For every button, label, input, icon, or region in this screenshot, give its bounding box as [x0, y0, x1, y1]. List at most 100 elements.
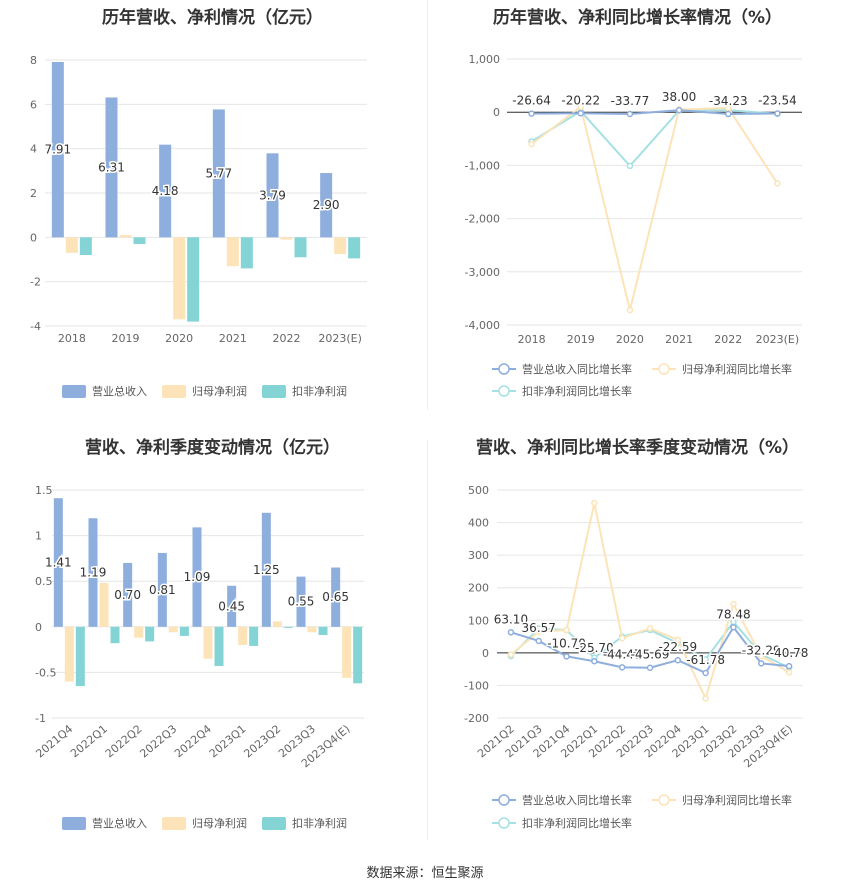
bar-deducted-profit	[348, 237, 361, 259]
x-tick-label: 2020	[616, 333, 644, 346]
bar-deducted-profit	[294, 237, 307, 258]
bar-revenue	[105, 97, 118, 238]
y-tick-label: -4,000	[465, 319, 500, 332]
legend-marker	[658, 363, 670, 375]
x-tick-label: 2022Q2	[103, 722, 145, 760]
series-line	[531, 109, 778, 168]
data-label: 1.09	[184, 570, 211, 584]
bar-revenue	[227, 585, 237, 627]
quarter-bar-chart: -1-0.500.511.52021Q42022Q12022Q22022Q320…	[33, 484, 364, 830]
x-tick-label: 2022Q4	[172, 722, 214, 760]
bar-deducted-profit	[283, 626, 293, 628]
bar-deducted-profit	[249, 626, 259, 646]
data-point	[535, 637, 542, 645]
y-tick-label: 0	[482, 647, 489, 660]
annual-line-chart: -4,000 -3,000 -2,000 -1,000 0 1,000 2018 2019 20…	[465, 53, 802, 398]
legend-swatch	[62, 385, 86, 398]
y-tick-label: 100	[468, 614, 489, 627]
x-tick-label: 2022Q3	[137, 722, 179, 760]
bar-revenue	[88, 518, 98, 627]
data-label: -32.29	[742, 643, 781, 657]
legend-swatch	[262, 385, 286, 398]
y-tick-label: -4	[30, 320, 41, 333]
chart-title: 历年营收、净利同比增长率情况（%）	[492, 8, 783, 28]
bar-revenue	[320, 173, 333, 238]
data-label: -45.69	[631, 648, 670, 662]
data-point	[730, 624, 737, 631]
legend-item: 营业总收入同比增长率	[492, 362, 632, 376]
y-tick-label: 400	[468, 517, 489, 530]
bar-revenue	[123, 562, 133, 627]
chart-title: 历年营收、净利情况（亿元）	[102, 8, 323, 28]
bar-net-profit	[203, 626, 213, 659]
data-point	[626, 110, 634, 118]
y-tick-label: 2	[30, 187, 37, 200]
bar-revenue	[261, 512, 271, 627]
y-tick-label: -2	[30, 276, 41, 289]
data-point	[591, 499, 598, 507]
bar-revenue	[266, 153, 279, 238]
legend-item: 归母净利润同比增长率	[652, 362, 792, 376]
bar-net-profit	[272, 621, 282, 627]
legend-marker	[658, 794, 670, 806]
bar-deducted-profit	[145, 626, 155, 642]
legend-label: 营业总收入	[92, 816, 147, 830]
legend-label: 归母净利润同比增长率	[682, 362, 792, 376]
legend-label: 营业总收入	[92, 384, 147, 398]
data-label: 1.25	[253, 563, 280, 577]
data-label: 0.45	[218, 599, 245, 613]
y-tick-label: 0	[35, 621, 42, 634]
data-point	[646, 664, 654, 671]
y-tick-label: -100	[464, 679, 489, 692]
legend-label: 营业总收入同比增长率	[522, 362, 632, 376]
quarterly-growth-panel: 营收、净利同比增长率季度变动情况（%） -200 -100 0 100 200 300 40…	[425, 430, 850, 860]
bar-net-profit	[334, 237, 347, 254]
data-point	[577, 103, 584, 111]
y-tick-label: -1	[35, 712, 46, 725]
divider	[427, 0, 428, 410]
data-point	[535, 628, 542, 635]
series-line	[531, 109, 778, 116]
y-tick-label: -2,000	[465, 213, 500, 226]
bar-revenue	[53, 498, 63, 627]
legend-item: 归母净利润同比增长率	[652, 793, 792, 807]
y-tick-label: -0.5	[35, 666, 56, 679]
data-point	[774, 180, 781, 187]
x-tick-label: 2022	[714, 333, 742, 346]
data-point	[646, 625, 654, 632]
chart-title: 营收、净利同比增长率季度变动情况（%）	[475, 438, 800, 458]
data-label: 0.55	[288, 595, 315, 609]
data-point	[785, 662, 793, 670]
bar-net-profit	[280, 237, 293, 240]
x-tick-label: 2020	[165, 332, 193, 345]
bar-net-profit	[134, 626, 144, 638]
chart-title: 营收、净利季度变动情况（亿元）	[85, 438, 340, 458]
data-point	[528, 110, 535, 117]
x-tick-label: 2018	[58, 332, 86, 345]
data-point	[618, 664, 626, 671]
data-point	[730, 600, 737, 608]
legend-item: 营业总收入	[62, 384, 147, 398]
data-point	[758, 660, 765, 667]
data-label: 63.10	[494, 612, 528, 626]
y-tick-label: -3,000	[465, 266, 500, 279]
bar-deducted-profit	[353, 626, 363, 684]
data-point	[618, 634, 626, 642]
data-point	[774, 110, 781, 117]
legend-item: 营业总收入	[62, 816, 147, 830]
bar-net-profit	[168, 626, 178, 633]
legend-item: 扣非净利润	[262, 384, 347, 398]
y-tick-label: 0.5	[35, 575, 53, 588]
bar-deducted-profit	[187, 237, 200, 322]
x-tick-label: 2023(E)	[318, 332, 362, 345]
data-point	[785, 669, 793, 676]
bar-net-profit	[342, 626, 352, 678]
x-tick-label: 2022	[273, 332, 301, 345]
legend-marker	[498, 794, 510, 806]
data-label: 0.65	[322, 590, 349, 604]
data-label: 4.18	[152, 184, 179, 198]
legend-item: 营业总收入同比增长率	[492, 793, 632, 807]
data-point	[758, 652, 765, 660]
data-label: 0.81	[149, 583, 176, 597]
data-label: -25.70	[575, 641, 614, 655]
